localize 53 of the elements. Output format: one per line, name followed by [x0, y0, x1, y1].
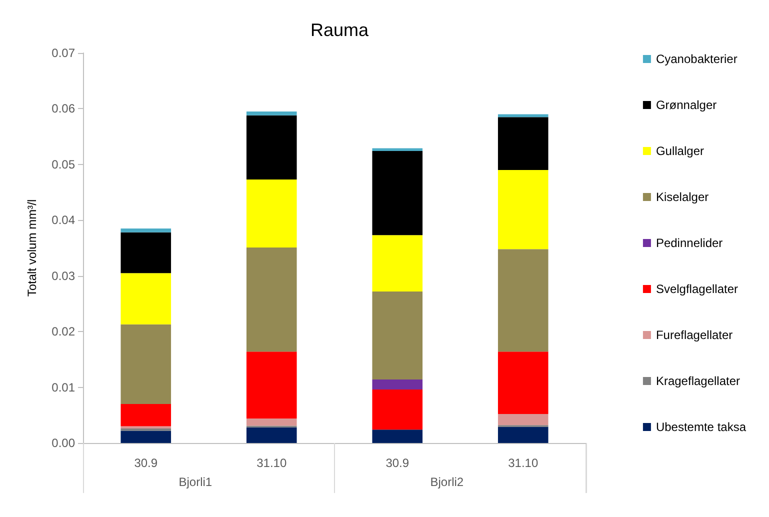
- bar: [246, 115, 297, 180]
- legend-label: Gullalger: [656, 144, 704, 158]
- legend-label: Fureflagellater: [656, 328, 733, 342]
- legend-label: Cyanobakterier: [656, 52, 738, 66]
- text: Bjorli2: [430, 475, 464, 489]
- bar: [372, 151, 423, 236]
- bar: [120, 324, 172, 404]
- legend-label: Kiselalger: [656, 190, 709, 204]
- bar: [246, 427, 297, 443]
- y-axis-title: Totalt volum mm³/l: [25, 199, 39, 297]
- bar: [120, 228, 172, 232]
- y-tick-label: 0.05: [52, 157, 76, 172]
- bar: [246, 352, 297, 418]
- bar: [372, 430, 423, 443]
- legend-label: Grønnalger: [656, 98, 717, 112]
- bar: [372, 291, 423, 380]
- bar: [498, 414, 548, 426]
- y-tick-label: 0.06: [52, 102, 76, 116]
- bar: [372, 148, 423, 152]
- y-tick-label: 0.01: [52, 380, 76, 394]
- bar: [246, 418, 297, 426]
- x-tick-label: 31.10: [508, 456, 538, 470]
- x-tick-label: 30.9: [134, 456, 158, 470]
- bar: [246, 112, 297, 116]
- bar: [498, 114, 548, 118]
- y-tick-label: 0.07: [52, 46, 76, 60]
- y-tick-label: 0.04: [52, 213, 76, 228]
- x-tick-label: 30.9: [386, 456, 410, 470]
- bar: [498, 170, 548, 250]
- chart-title: Rauma: [310, 20, 370, 40]
- bar: [498, 352, 548, 414]
- bar: [246, 247, 297, 352]
- bar: [120, 404, 172, 426]
- text: Bjorli1: [178, 475, 212, 489]
- bar: [120, 430, 172, 443]
- legend-label: Pedinnelider: [656, 236, 723, 250]
- bar: [372, 379, 423, 390]
- bar: [120, 232, 172, 274]
- x-tick-label: 31.10: [256, 456, 287, 470]
- legend-label: Svelgflagellater: [656, 282, 738, 296]
- bar: [498, 117, 548, 170]
- legend-label: Ubestemte taksa: [656, 420, 746, 434]
- bar: [372, 235, 423, 292]
- legend-label: Krageflagellater: [656, 374, 740, 388]
- bar: [120, 426, 172, 429]
- y-tick-label: 0.03: [52, 268, 76, 283]
- y-tick-label: 0.00: [52, 436, 76, 450]
- bar: [372, 390, 423, 430]
- bar: [246, 179, 297, 248]
- bar: [498, 249, 548, 352]
- bar: [120, 273, 172, 324]
- bar: [498, 426, 548, 443]
- y-tick-label: 0.02: [52, 324, 76, 339]
